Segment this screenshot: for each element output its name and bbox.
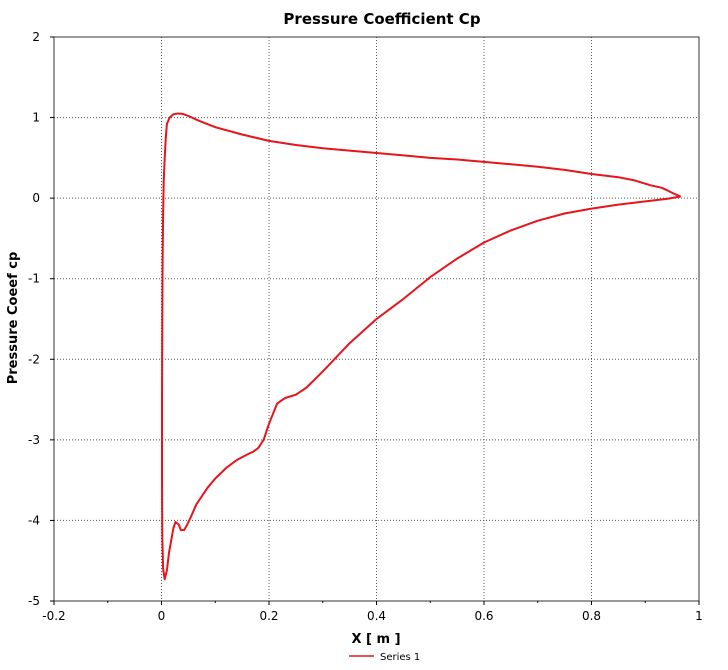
axis-ticks: -0.2 0 0.2 0.4 0.6 0.8 1 2 1 0 -1 -2 -3 -4 -5: [28, 30, 703, 623]
y-tick-label: -4: [28, 513, 40, 527]
chart-title: Pressure Coefficient Cp: [283, 10, 480, 28]
x-axis-label: X [ m ]: [351, 632, 400, 647]
legend: Series 1: [349, 652, 420, 663]
x-tick-label: 0.2: [259, 609, 278, 623]
x-tick-label: -0.2: [42, 609, 65, 623]
y-tick-label: -1: [28, 272, 40, 286]
x-tick-label: 1: [695, 609, 703, 623]
y-axis-label: Pressure Coeef cp: [6, 252, 21, 385]
y-tick-label: 0: [32, 191, 40, 205]
legend-label-series-1: Series 1: [380, 652, 420, 663]
x-tick-label: 0.6: [474, 609, 493, 623]
x-tick-label: 0: [158, 609, 166, 623]
y-tick-label: -5: [28, 594, 40, 608]
series-line-series-1: [161, 112, 682, 581]
series-layer: [161, 112, 682, 581]
y-tick-label: -2: [28, 352, 40, 366]
y-tick-label: -3: [28, 433, 40, 447]
x-tick-label: 0.4: [367, 609, 386, 623]
x-tick-label: 0.8: [582, 609, 601, 623]
y-tick-label: 2: [32, 30, 40, 44]
y-tick-label: 1: [32, 111, 40, 125]
